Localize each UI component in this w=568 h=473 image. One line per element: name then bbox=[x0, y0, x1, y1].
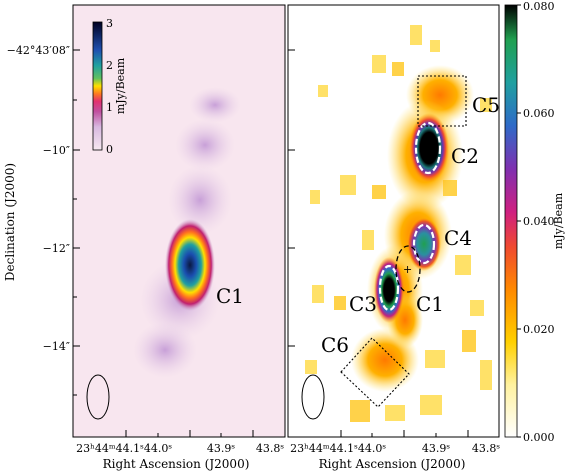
left-ra-tick-43-8: 43.8ˢ bbox=[256, 442, 284, 455]
right-beam-ellipse bbox=[301, 374, 325, 420]
left-source-c1 bbox=[165, 219, 215, 311]
c1-dashed-ellipse bbox=[395, 245, 421, 293]
c2-dashed-ellipse bbox=[414, 121, 442, 175]
right-cb-tick-080: 0.080 bbox=[523, 0, 555, 13]
right-colorbar-unit: mJy/Beam bbox=[552, 192, 565, 249]
right-y-tickmarks bbox=[288, 49, 295, 347]
left-cb-tick-3: 3 bbox=[106, 17, 113, 30]
left-cb-tick-0: 0 bbox=[106, 143, 113, 156]
y-axis-title: Declination (J2000) bbox=[3, 163, 17, 281]
right-cb-tick-040: 0.040 bbox=[523, 215, 555, 228]
label-c4: C4 bbox=[444, 226, 472, 250]
left-colorbar-unit: mJy/Beam bbox=[114, 57, 127, 114]
right-ra-tick-43-9: 43.9ˢ bbox=[422, 442, 450, 455]
right-panel: + C5 C2 C4 C3 C1 C6 bbox=[287, 4, 500, 438]
left-ra-tick-43-9: 43.9ˢ bbox=[207, 442, 235, 455]
dec-tick-12: −12″ bbox=[43, 242, 70, 255]
right-ra-tick-44-1: 23ʰ44ᵐ44.1ˢ bbox=[290, 442, 358, 455]
right-cb-tick-000: 0.000 bbox=[523, 431, 555, 444]
left-label-c1: C1 bbox=[216, 284, 244, 308]
label-c2: C2 bbox=[451, 144, 479, 168]
right-extended-emission bbox=[305, 25, 492, 422]
label-c3: C3 bbox=[349, 292, 377, 316]
left-ra-tick-44-0: 44.0ˢ bbox=[144, 442, 172, 455]
left-cb-tick-1: 1 bbox=[106, 101, 113, 114]
dec-tick-labels: −42°43′08″ −10″ −12″ −14″ bbox=[7, 44, 70, 353]
left-colorbar-ticks: 3 2 1 0 bbox=[106, 17, 113, 156]
right-colorbar bbox=[504, 4, 518, 438]
c5-dotted-box bbox=[417, 75, 467, 127]
left-beam-ellipse bbox=[86, 374, 110, 420]
left-ra-tick-44-1: 23ʰ44ᵐ44.1ˢ bbox=[76, 442, 144, 455]
dec-tick-10: −10″ bbox=[43, 144, 70, 157]
left-cb-tick-2: 2 bbox=[106, 59, 113, 72]
left-ra-tick-labels: 23ʰ44ᵐ44.1ˢ 44.0ˢ 43.9ˢ 43.8ˢ bbox=[76, 442, 284, 455]
dec-tick-08: −42°43′08″ bbox=[7, 44, 70, 57]
left-panel: 3 2 1 0 mJy/Beam C1 bbox=[72, 4, 286, 438]
right-colorbar-group: 0.080 0.060 0.040 0.020 0.000 mJy/Beam bbox=[504, 0, 565, 444]
right-ra-tick-44-0: 44.0ˢ bbox=[358, 442, 386, 455]
right-cb-tick-020: 0.020 bbox=[523, 323, 555, 336]
left-x-tickmarks bbox=[125, 430, 254, 437]
left-y-tickmarks bbox=[73, 49, 80, 396]
label-c1: C1 bbox=[416, 292, 444, 316]
center-marker: + bbox=[403, 263, 412, 276]
right-ra-tick-43-8: 43.8ˢ bbox=[472, 442, 500, 455]
right-source-c4 bbox=[407, 217, 441, 271]
right-x-axis-title: Right Ascension (J2000) bbox=[319, 457, 466, 471]
c4-dashed-ellipse bbox=[412, 223, 436, 265]
dec-tick-14: −14″ bbox=[43, 340, 70, 353]
left-x-axis-title: Right Ascension (J2000) bbox=[103, 457, 250, 471]
c6-dotted-box bbox=[340, 337, 410, 408]
c3-dashed-ellipse bbox=[378, 264, 400, 312]
right-cb-tick-060: 0.060 bbox=[523, 107, 555, 120]
right-component-labels: C5 C2 C4 C3 C1 C6 bbox=[321, 93, 500, 357]
label-c5: C5 bbox=[472, 93, 500, 117]
right-x-tickmarks bbox=[340, 430, 469, 437]
left-colorbar bbox=[92, 21, 103, 151]
right-ra-tick-labels: 23ʰ44ᵐ44.1ˢ 44.0ˢ 43.9ˢ 43.8ˢ bbox=[290, 442, 500, 455]
label-c6: C6 bbox=[321, 333, 349, 357]
